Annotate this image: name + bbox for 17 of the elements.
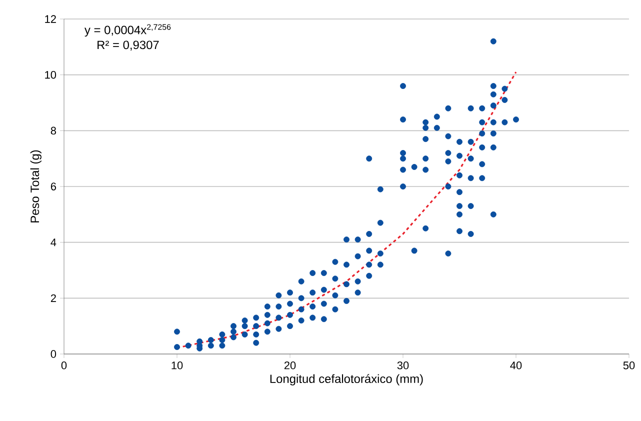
x-tick-label: 20	[284, 362, 296, 370]
y-tick-label: 6	[50, 182, 56, 190]
annotation: y = 0,0004x$^{2,7256}$	[84, 24, 171, 37]
x-tick-label: 50	[623, 362, 635, 370]
y-tick-label: 2	[50, 294, 56, 302]
x-axis-title: Longitud cefalotoráxico (mm)	[270, 374, 423, 386]
annotation: R² = 0,9307	[98, 40, 159, 51]
x-tick-label: 30	[397, 362, 409, 370]
x-tick-label: 10	[172, 362, 183, 370]
y-tick-label: 8	[50, 126, 56, 135]
y-axis-title: Peso Total (g)	[30, 150, 42, 222]
x-tick-label: 40	[510, 362, 522, 370]
y-tick-label: 12	[45, 15, 56, 23]
y-tick-label: 4	[50, 238, 56, 246]
y-tick-label: 0	[50, 350, 56, 358]
y-tick-label: 10	[45, 70, 56, 79]
x-tick-label: 0	[61, 362, 67, 370]
